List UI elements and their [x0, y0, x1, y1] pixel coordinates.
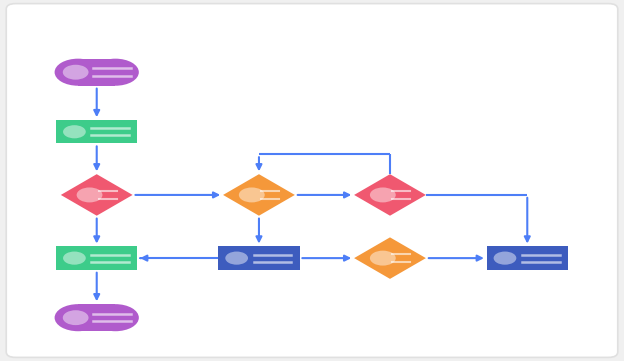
- Circle shape: [370, 251, 396, 266]
- Ellipse shape: [92, 304, 139, 331]
- Circle shape: [63, 310, 89, 325]
- Polygon shape: [354, 238, 426, 279]
- Ellipse shape: [55, 304, 101, 331]
- Circle shape: [63, 65, 89, 80]
- Polygon shape: [354, 174, 426, 216]
- Circle shape: [370, 187, 396, 203]
- Circle shape: [63, 252, 85, 265]
- Bar: [218, 247, 300, 270]
- Circle shape: [63, 125, 85, 138]
- FancyBboxPatch shape: [6, 4, 618, 357]
- Bar: [56, 120, 137, 143]
- Circle shape: [239, 187, 265, 203]
- Circle shape: [225, 252, 248, 265]
- Bar: [78, 304, 115, 331]
- Polygon shape: [61, 174, 132, 216]
- Bar: [56, 247, 137, 270]
- Bar: [78, 58, 115, 86]
- Circle shape: [494, 252, 516, 265]
- Polygon shape: [223, 174, 295, 216]
- Circle shape: [77, 187, 102, 203]
- Ellipse shape: [55, 58, 101, 86]
- Ellipse shape: [92, 58, 139, 86]
- Bar: [487, 247, 568, 270]
